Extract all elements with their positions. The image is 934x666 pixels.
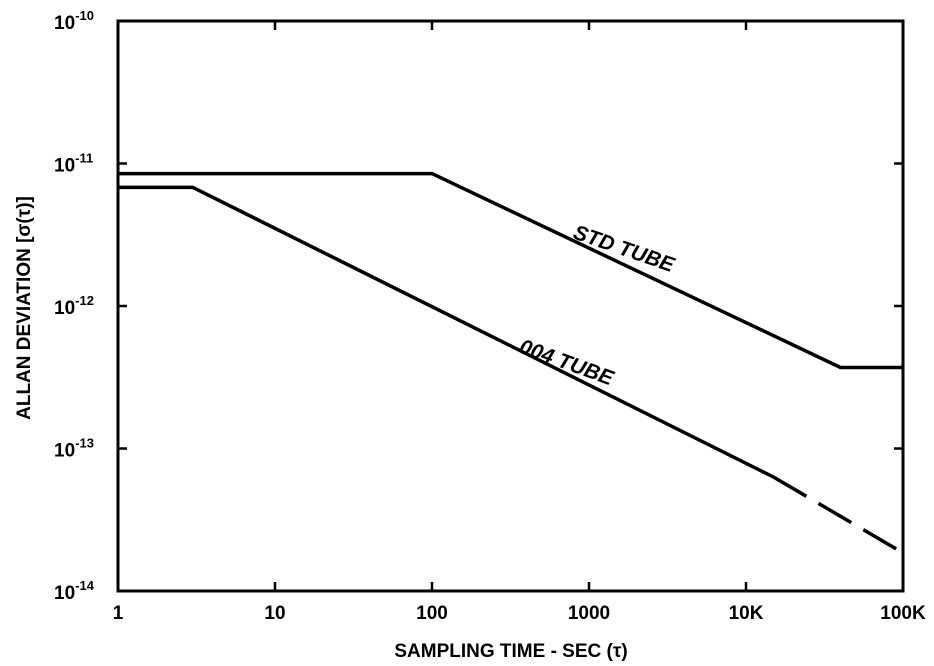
x-tick-label: 100K — [880, 603, 926, 624]
x-tick-label: 10 — [264, 603, 285, 624]
y-axis-title: ALLAN DEVIATION [σ(τ)] — [14, 196, 35, 420]
series-label-004-tube: 004 TUBE — [516, 335, 617, 390]
x-tick-label: 1000 — [568, 603, 610, 624]
series-line-004-tube-dashed — [772, 475, 904, 555]
x-tick-label: 10K — [729, 603, 764, 624]
y-tick-label: 10-12 — [54, 293, 94, 319]
y-tick-label: 10-10 — [54, 8, 94, 34]
y-tick-label: 10-13 — [54, 436, 94, 462]
x-axis-title: SAMPLING TIME - SEC (τ) — [394, 641, 627, 662]
x-axis-ticks: 1 10 100 1000 10K 100K — [113, 21, 926, 624]
series-label-std-tube: STD TUBE — [570, 221, 678, 277]
y-axis-ticks: 10-14 10-13 10-12 10-11 10-10 — [54, 8, 903, 604]
plot-frame — [116, 19, 905, 593]
series-labels: STD TUBE 004 TUBE — [516, 221, 678, 391]
x-tick-label: 1 — [113, 603, 124, 624]
y-tick-label: 10-14 — [54, 578, 95, 604]
x-tick-label: 100 — [416, 603, 448, 624]
y-tick-label: 10-11 — [54, 151, 93, 177]
series-line-std-tube — [118, 171, 903, 370]
series-line-004-tube — [118, 185, 775, 479]
series-lines — [118, 171, 904, 555]
